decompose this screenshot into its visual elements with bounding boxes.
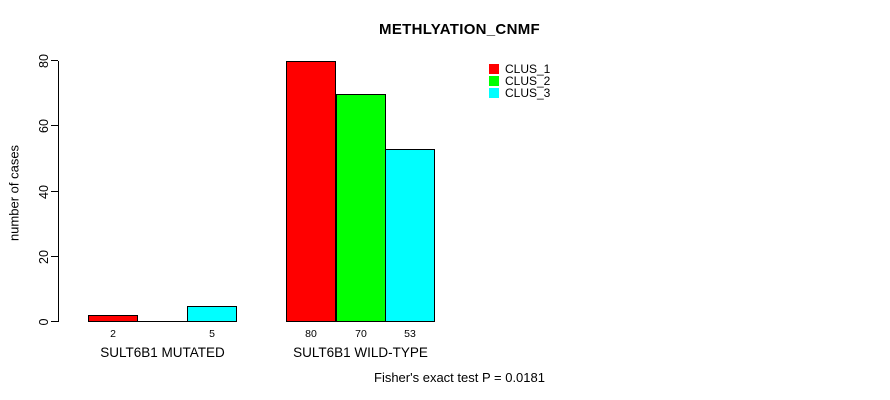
chart-title: METHLYATION_CNMF <box>379 21 540 38</box>
legend-swatch-icon <box>489 64 499 74</box>
legend-row: CLUS_1 <box>489 63 550 75</box>
y-tick-mark <box>51 60 58 61</box>
y-tick-label: 80 <box>37 54 51 68</box>
y-tick-mark <box>51 125 58 126</box>
bar-clus_3 <box>385 149 435 322</box>
category-label: SULT6B1 WILD-TYPE <box>293 345 428 360</box>
y-tick-label: 20 <box>37 250 51 264</box>
y-tick-mark <box>51 191 58 192</box>
legend-row: CLUS_2 <box>489 75 550 87</box>
bar-value-label: 70 <box>355 328 367 340</box>
bar-clus_2-zero <box>138 321 188 322</box>
y-tick-label: 0 <box>37 318 51 326</box>
bar-value-label: 2 <box>110 328 116 340</box>
bar-value-label: 53 <box>404 328 416 340</box>
fisher-test-annotation: Fisher's exact test P = 0.0181 <box>374 370 545 385</box>
legend-swatch-icon <box>489 76 499 86</box>
bar-clus_2 <box>336 94 386 322</box>
y-axis-label: number of cases <box>6 144 22 242</box>
legend-label: CLUS_2 <box>505 74 551 88</box>
bar-value-label: 5 <box>209 328 215 340</box>
y-tick-mark <box>51 321 58 322</box>
y-axis-line <box>58 61 59 322</box>
bar-value-label: 80 <box>305 328 317 340</box>
bar-clus_1 <box>88 315 138 322</box>
category-label: SULT6B1 MUTATED <box>100 345 225 360</box>
legend-row: CLUS_3 <box>489 87 550 99</box>
legend-label: CLUS_3 <box>505 86 551 100</box>
legend: CLUS_1 CLUS_2 CLUS_3 <box>489 63 550 99</box>
bar-clus_3 <box>187 306 237 322</box>
bar-clus_1 <box>286 61 336 322</box>
y-tick-mark <box>51 256 58 257</box>
legend-swatch-icon <box>489 88 499 98</box>
y-tick-label: 60 <box>37 119 51 133</box>
legend-label: CLUS_1 <box>505 62 551 76</box>
y-tick-label: 40 <box>37 185 51 199</box>
